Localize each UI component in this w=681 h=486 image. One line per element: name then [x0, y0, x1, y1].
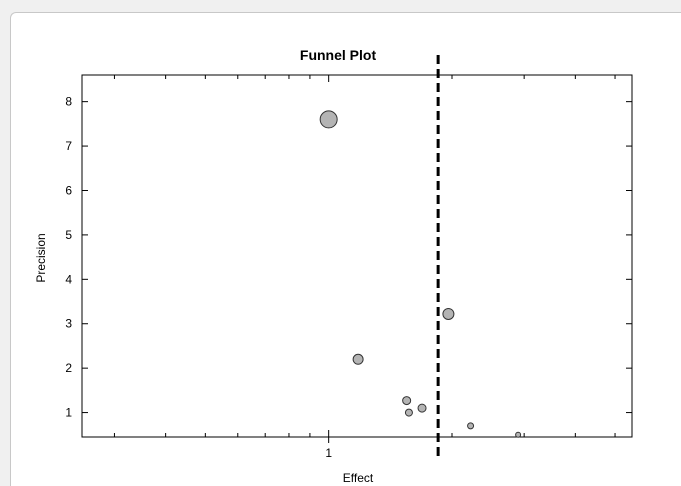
- plot-area: 1 2 3 4 5 6 7 8 1: [65, 55, 633, 460]
- y-tick-label: 8: [65, 95, 72, 109]
- study-point: [404, 408, 413, 417]
- y-tick-label: 4: [65, 272, 72, 286]
- chart-title: Funnel Plot: [300, 47, 377, 63]
- study-point: [515, 431, 522, 438]
- study-point: [352, 353, 364, 365]
- study-point: [467, 422, 475, 430]
- y-tick-label: 6: [65, 183, 72, 197]
- chart-panel: [10, 12, 681, 486]
- y-tick-label: 5: [65, 228, 72, 242]
- y-tick-label: 7: [65, 139, 72, 153]
- study-point: [442, 307, 455, 320]
- y-tick-label: 1: [65, 406, 72, 420]
- y-tick-label: 3: [65, 317, 72, 331]
- x-axis-label: Effect: [343, 471, 374, 485]
- study-point: [319, 110, 338, 129]
- y-axis-label: Precision: [34, 233, 48, 282]
- plot-frame: [81, 74, 633, 438]
- study-point: [402, 396, 412, 406]
- study-point: [417, 403, 427, 413]
- y-tick-label: 2: [65, 361, 72, 375]
- x-tick-label: 1: [325, 446, 332, 460]
